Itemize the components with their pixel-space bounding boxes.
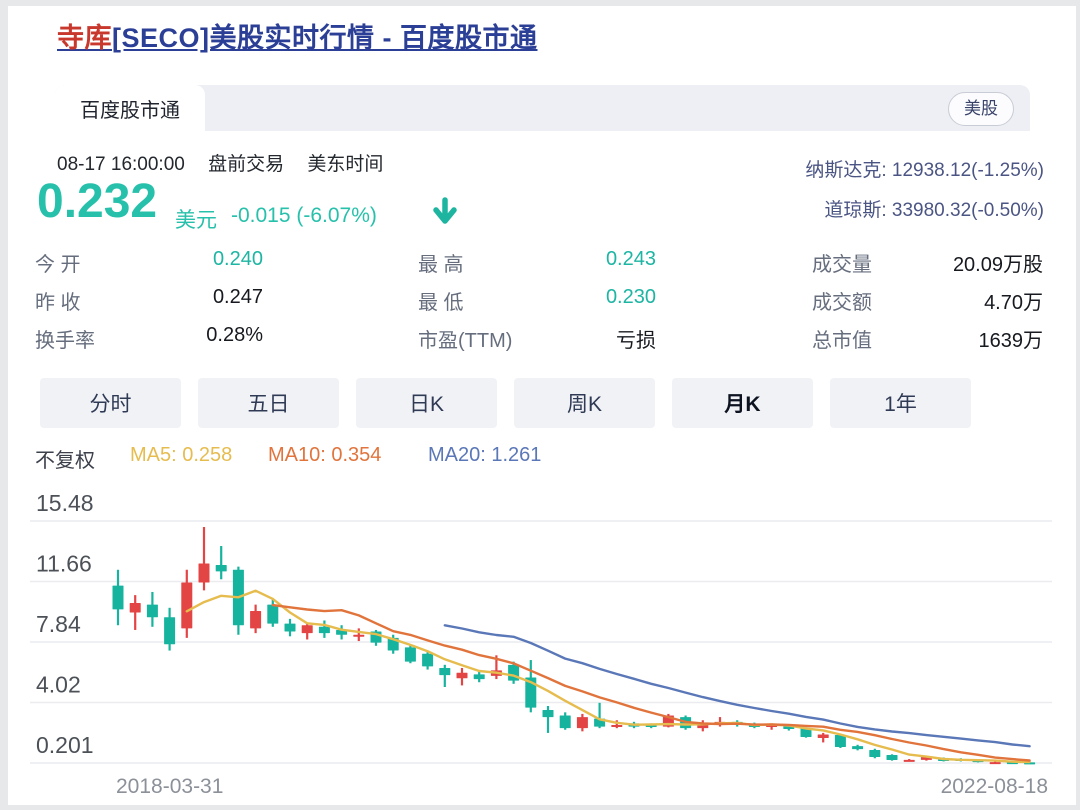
ma20-line <box>443 624 1031 748</box>
stat-value: 0.243 <box>605 248 656 270</box>
stat-value: 0.28% <box>206 324 263 346</box>
svg-text:11.66: 11.66 <box>36 551 92 577</box>
stat-value: 4.70万 <box>984 292 1043 314</box>
stat-label: 成交量 <box>812 254 872 276</box>
stat-label: 最 低 <box>418 292 464 314</box>
candle-body <box>852 746 864 750</box>
adjustment-label: 不复权 <box>35 450 95 472</box>
candle-body <box>903 759 915 762</box>
candle-body <box>559 715 571 729</box>
candle-body <box>112 585 124 610</box>
stat-value: 20.09万股 <box>952 254 1043 276</box>
period-tab-周K[interactable]: 周K <box>514 378 655 428</box>
tab-baidu-gushitong[interactable]: 百度股市通 <box>55 85 205 131</box>
candle-body <box>886 754 898 761</box>
stat-value: 0.247 <box>212 286 263 308</box>
page-title-link[interactable]: 寺库[SECO]美股实时行情 - 百度股市通 <box>57 16 538 55</box>
stat-value: 0.240 <box>212 248 263 270</box>
window-edge <box>0 805 1080 810</box>
session-label: 盘前交易 <box>208 154 285 175</box>
stat-label: 最 高 <box>418 254 464 276</box>
candle-body <box>164 617 176 645</box>
currency-label: 美元 <box>175 209 217 232</box>
candle-body <box>576 717 588 729</box>
candle-body <box>525 677 537 708</box>
axis-labels: 15.48 11.66 7.84 4.02 0.201 2018-03-31 2022-08… <box>36 490 1048 798</box>
period-tab-月K[interactable]: 月K <box>672 378 813 428</box>
stat-label: 今 开 <box>35 254 81 276</box>
tab-bar: 百度股市通 美股 <box>55 85 1030 131</box>
candle-body <box>473 674 485 680</box>
stat-label: 换手率 <box>35 330 95 352</box>
candle-body <box>800 728 812 738</box>
candle-body <box>456 672 468 679</box>
period-tab-分时[interactable]: 分时 <box>40 378 181 428</box>
candle-body <box>198 563 210 583</box>
svg-text:7.84: 7.84 <box>36 611 81 637</box>
ma-lines <box>185 589 1031 764</box>
candle-body <box>250 610 262 629</box>
current-price: 0.232 <box>37 175 158 228</box>
stat-value: 亏损 <box>616 330 656 352</box>
candle-body <box>422 653 434 667</box>
candle-body <box>869 750 881 757</box>
candle-body <box>834 734 846 748</box>
index-quote: 纳斯达克: 12938.12(-1.25%) <box>805 160 1044 181</box>
stat-value: 0.230 <box>605 286 656 308</box>
stock-name: 寺库 <box>57 23 112 53</box>
svg-text:0.201: 0.201 <box>36 732 94 758</box>
candle-body <box>301 625 313 634</box>
period-tab-日K[interactable]: 日K <box>356 378 497 428</box>
candle-body <box>146 604 158 618</box>
candle-body <box>989 762 1001 765</box>
period-tab-五日[interactable]: 五日 <box>198 378 339 428</box>
candle-body <box>611 725 623 728</box>
quote-time: 08-17 16:00:00 <box>57 154 185 175</box>
svg-text:2018-03-31: 2018-03-31 <box>116 775 223 798</box>
candle-body <box>404 647 416 662</box>
ma-legend-ma10: MA10: 0.354 <box>268 444 382 466</box>
down-arrow-icon <box>433 197 457 224</box>
candle-body <box>817 734 829 738</box>
period-tab-1年[interactable]: 1年 <box>830 378 971 428</box>
stat-label: 成交额 <box>812 292 872 314</box>
stat-label: 昨 收 <box>35 292 81 314</box>
ma-legend-ma5: MA5: 0.258 <box>130 444 233 466</box>
title-rest: [SECO]美股实时行情 - 百度股市通 <box>112 23 538 53</box>
svg-text:4.02: 4.02 <box>36 672 81 698</box>
market-indices: 纳斯达克: 12938.12(-1.25%) 道琼斯: 33980.32(-0.5… <box>805 155 1044 235</box>
candles <box>112 527 1036 765</box>
candle-body <box>439 667 451 676</box>
kline-chart[interactable]: 15.48 11.66 7.84 4.02 0.201 2018-03-31 2022-08… <box>0 470 1080 810</box>
candle-body <box>542 709 554 718</box>
ma5-line <box>185 589 1031 764</box>
candle-body <box>353 634 365 637</box>
stat-value: 1639万 <box>978 330 1044 352</box>
timezone-label: 美东时间 <box>307 154 384 175</box>
ma-legend-ma20: MA20: 1.261 <box>428 444 542 466</box>
ma10-line <box>271 603 1031 762</box>
candle-body <box>181 582 193 629</box>
candle-body <box>267 604 279 624</box>
svg-text:15.48: 15.48 <box>36 490 94 516</box>
chart-legend: 不复权 MA5: 0.258 MA10: 0.354 MA20: 1.261 <box>0 444 1080 472</box>
svg-text:2022-08-18: 2022-08-18 <box>941 775 1048 798</box>
candle-body <box>215 565 227 572</box>
grid-lines <box>30 520 1052 764</box>
market-badge[interactable]: 美股 <box>948 92 1014 126</box>
candle-body <box>129 603 141 613</box>
index-quote: 道琼斯: 33980.32(-0.50%) <box>824 200 1044 221</box>
quote-time-row: 08-17 16:00:00 盘前交易 美东时间 <box>57 149 401 176</box>
window-edge <box>0 0 1080 6</box>
window-edge <box>1076 0 1080 810</box>
price-change: -0.015 (-6.07%) <box>231 204 377 227</box>
candle-body <box>284 623 296 632</box>
stat-label: 市盈(TTM) <box>418 330 513 352</box>
candle-body <box>318 626 330 634</box>
window-edge <box>0 0 8 810</box>
stat-label: 总市值 <box>812 330 872 352</box>
